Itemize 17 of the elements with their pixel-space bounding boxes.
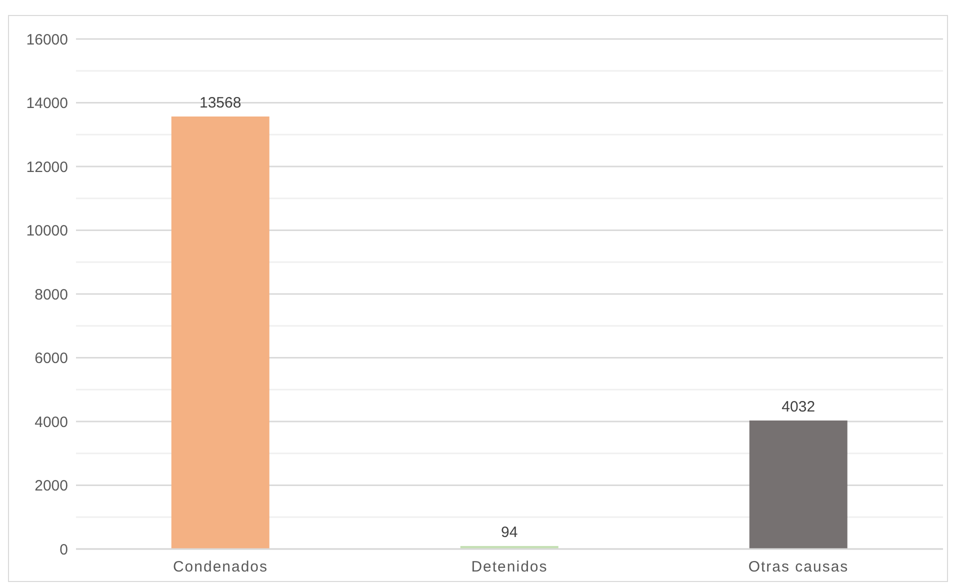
y-tick-label: 10000	[26, 222, 68, 240]
y-tick-label: 12000	[26, 158, 68, 176]
data-label: 94	[501, 524, 518, 542]
y-tick-label: 2000	[34, 478, 68, 495]
y-tick-label: 4000	[34, 414, 68, 431]
bar	[171, 116, 270, 549]
bar	[749, 420, 848, 549]
x-tick-label: Detenidos	[471, 558, 548, 576]
x-tick-label: Otras causas	[748, 558, 849, 576]
y-tick-label: 8000	[34, 286, 68, 304]
y-tick-label: 0	[60, 541, 68, 558]
data-label: 4032	[782, 398, 816, 416]
y-tick-label: 6000	[34, 350, 68, 368]
x-tick-label: Condenados	[172, 558, 268, 576]
data-label: 13568	[200, 94, 242, 112]
y-tick-label: 16000	[26, 31, 68, 48]
y-tick-label: 14000	[26, 95, 68, 112]
